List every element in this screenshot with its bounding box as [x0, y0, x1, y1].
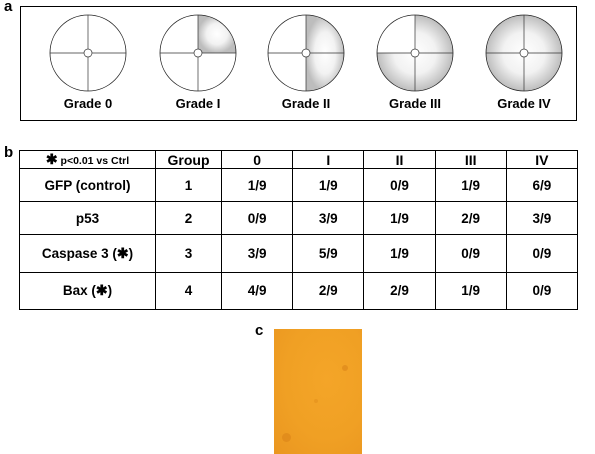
photo-spot — [342, 365, 348, 371]
value-cell: 0/9 — [505, 234, 579, 273]
row-label: Bax (✱) — [19, 271, 156, 311]
grade-label: Grade IV — [497, 96, 551, 111]
results-table: ✱ p<0.01 vs Ctrl Group 0 I II III IV GFP… — [19, 150, 579, 311]
grade-diagram: Grade IV — [485, 14, 563, 111]
grade-diagram: Grade 0 — [49, 14, 127, 111]
table-row: p53 2 0/9 3/9 1/9 2/9 3/9 — [19, 201, 579, 236]
value-cell: 3/9 — [505, 201, 579, 236]
column-header: IV — [505, 150, 579, 169]
table-header-row: ✱ p<0.01 vs Ctrl Group 0 I II III IV — [19, 150, 579, 169]
row-label: GFP (control) — [19, 167, 156, 203]
table-row: GFP (control) 1 1/9 1/9 0/9 1/9 6/9 — [19, 167, 579, 203]
significance-star-icon: ✱ — [116, 245, 129, 261]
legend-text: p<0.01 vs Ctrl — [60, 155, 130, 167]
grade-diagram: Grade II — [267, 14, 345, 111]
panel-b-letter: b — [4, 144, 14, 161]
grade-label: Grade II — [282, 96, 330, 111]
photo-spot — [282, 433, 291, 442]
panel-c-photo — [274, 329, 362, 454]
panel-c-letter: c — [255, 322, 264, 339]
value-cell: 4/9 — [220, 271, 294, 311]
value-cell: 0/9 — [434, 234, 507, 273]
value-cell: 1/9 — [220, 167, 294, 203]
grade-label: Grade 0 — [64, 96, 112, 111]
grade-diagram: Grade I — [159, 14, 237, 111]
value-cell: 5/9 — [292, 234, 365, 273]
value-cell: 1/9 — [434, 271, 507, 311]
grade-label: Grade I — [176, 96, 221, 111]
row-label: p53 — [19, 201, 156, 236]
table-row: Caspase 3 (✱) 3 3/9 5/9 1/9 0/9 0/9 — [19, 234, 579, 273]
grade-label: Grade III — [389, 96, 441, 111]
value-cell: 0/9 — [220, 201, 294, 236]
table-row: Bax (✱) 4 4/9 2/9 2/9 1/9 0/9 — [19, 271, 579, 311]
group-cell: 1 — [155, 167, 222, 203]
value-cell: 2/9 — [434, 201, 507, 236]
value-cell: 6/9 — [505, 167, 579, 203]
panel-a-letter: a — [4, 0, 13, 15]
value-cell: 1/9 — [434, 167, 507, 203]
value-cell: 0/9 — [505, 271, 579, 311]
value-cell: 3/9 — [292, 201, 365, 236]
column-header: 0 — [220, 150, 294, 169]
group-cell: 3 — [155, 234, 222, 273]
column-header: Group — [155, 150, 222, 169]
significance-star-icon: ✱ — [95, 282, 108, 299]
value-cell: 0/9 — [363, 167, 436, 203]
value-cell: 1/9 — [363, 201, 436, 236]
photo-spot — [314, 399, 318, 403]
value-cell: 1/9 — [363, 234, 436, 273]
grade-diagram: Grade III — [376, 14, 454, 111]
column-header: II — [363, 150, 436, 169]
panel-a-grade-diagrams — [20, 6, 577, 121]
group-cell: 4 — [155, 271, 222, 311]
column-header: I — [292, 150, 365, 169]
significance-legend: ✱ p<0.01 vs Ctrl — [19, 150, 156, 169]
column-header: III — [434, 150, 507, 169]
significance-star-icon: ✱ — [45, 151, 58, 167]
value-cell: 1/9 — [292, 167, 365, 203]
value-cell: 2/9 — [363, 271, 436, 311]
group-cell: 2 — [155, 201, 222, 236]
row-label: Caspase 3 (✱) — [19, 234, 156, 273]
grade-diagrams-svg: Grade 0 Grade I Grade II Grade III Grade IV — [49, 14, 563, 111]
value-cell: 3/9 — [220, 234, 294, 273]
grade-shaded-region — [198, 15, 236, 53]
value-cell: 2/9 — [292, 271, 365, 311]
